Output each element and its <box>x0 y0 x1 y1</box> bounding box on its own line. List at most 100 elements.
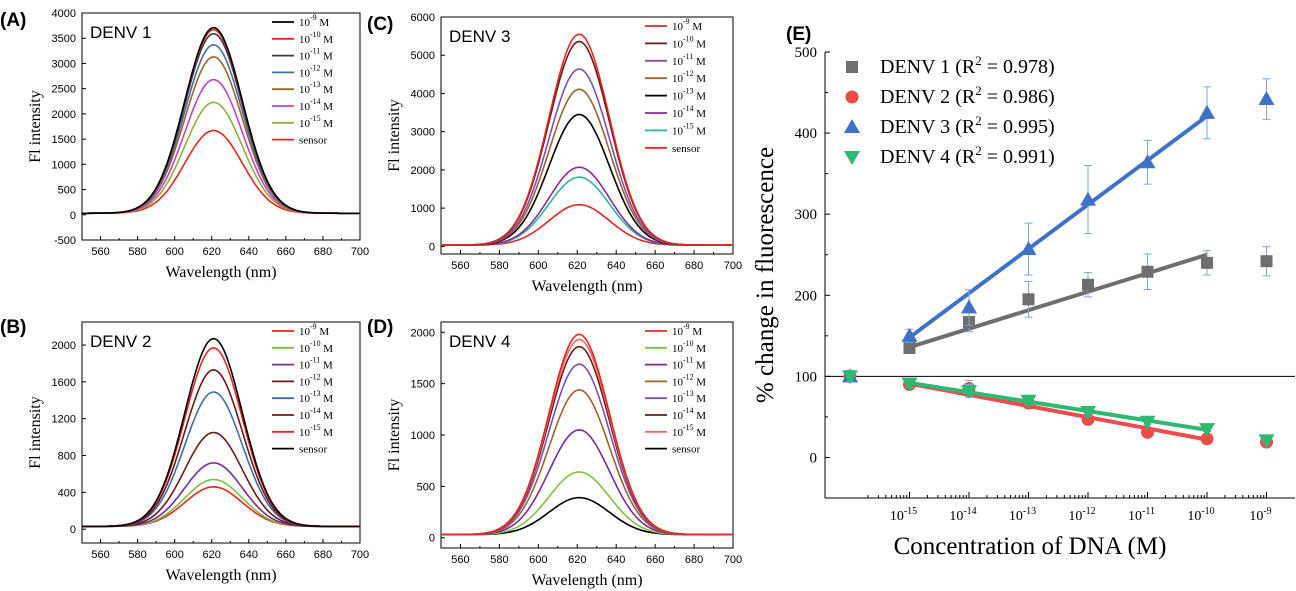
x-tick-label: 660 <box>646 260 664 272</box>
legend-entry-unit: M <box>321 427 334 439</box>
y-axis-label: Fl intensity <box>386 399 403 471</box>
x-tick-label-exp: -10 <box>1201 506 1214 517</box>
y-tick-label: 3000 <box>52 58 76 70</box>
fit-line <box>909 381 1208 442</box>
data-point <box>961 299 977 314</box>
legend-entry-exp: -13 <box>683 87 694 96</box>
data-point <box>842 370 858 385</box>
legend-entry-unit: M <box>694 343 707 355</box>
panel-letter: (C) <box>367 14 393 35</box>
x-tick-label: 10-9 <box>1249 506 1271 524</box>
x-tick-label: 580 <box>490 554 508 566</box>
data-point <box>844 119 860 133</box>
y-axis-label: Fl intensity <box>386 99 403 171</box>
legend-entry-unit: M <box>321 343 334 355</box>
legend-entry-unit: M <box>694 376 707 388</box>
y-tick-label: 2000 <box>411 165 435 177</box>
legend-entry: 10-12 M <box>299 372 333 388</box>
legend-entry: sensor <box>672 444 700 456</box>
spectrum-curve <box>441 333 733 536</box>
y-tick-label: 1500 <box>411 379 435 391</box>
legend-entry-base: 10 <box>299 67 311 79</box>
legend-r2-value: 0.991 <box>1003 146 1048 168</box>
spectrum-panel-4: 560 580 600 620 640 660 680 700 0 500 1000 1500 2000… <box>367 317 742 589</box>
spectrum-curve <box>441 176 733 246</box>
y-tick-label: 400 <box>58 487 76 499</box>
legend-entry: 10-12 M <box>672 69 706 85</box>
data-point <box>1080 191 1096 206</box>
y-tick-label: 1000 <box>411 430 435 442</box>
x-tick-label: 10-11 <box>1128 506 1155 524</box>
x-tick-label-base: 10 <box>949 509 963 524</box>
legend-r2-prefix: (R <box>950 56 976 78</box>
legend-entry: 10-11 M <box>672 356 706 372</box>
x-tick-label: 640 <box>607 260 625 272</box>
legend-entry-unit: M <box>690 326 703 338</box>
x-tick-label-exp: -9 <box>1263 506 1271 517</box>
legend-entry-unit: M <box>321 34 334 46</box>
curves <box>82 337 360 528</box>
legend-entry-unit: M <box>321 393 334 405</box>
x-tick-label: 700 <box>351 549 369 561</box>
x-tick-label: 10-15 <box>890 506 917 524</box>
legend-r2-value: 0.978 <box>1003 56 1048 78</box>
data-point <box>1082 278 1094 291</box>
y-tick-label: 200 <box>795 288 818 304</box>
x-tick-label: 580 <box>128 246 146 258</box>
y-tick-label: 300 <box>795 207 818 223</box>
data-point <box>1139 154 1156 169</box>
spectrum-curve <box>82 337 360 528</box>
y-tick-label: 100 <box>795 369 818 385</box>
legend-r2-prefix: (R <box>950 86 976 108</box>
y-tick-label: 1000 <box>411 203 435 215</box>
legend-r2-sup: 2 <box>975 113 982 128</box>
data-point <box>1020 394 1037 409</box>
legend-entry-unit: M <box>694 125 707 137</box>
x-tick-label: 620 <box>203 246 221 258</box>
legend-entry: 10-10 M <box>672 339 706 355</box>
x-tick-label: 560 <box>91 549 109 561</box>
fit-line <box>908 252 1208 350</box>
legend-entry-base: 10 <box>299 343 311 355</box>
legend-entry-unit: M <box>690 21 703 33</box>
data-point <box>846 61 858 73</box>
legend-entry-unit: M <box>321 84 334 96</box>
data-point <box>1141 265 1154 278</box>
legend-entry-unit: M <box>317 326 330 338</box>
legend-entry-base: sensor <box>299 135 327 147</box>
legend-r2-eq: = <box>982 146 1003 168</box>
x-tick-label-exp: -11 <box>1142 506 1155 517</box>
legend-entry: 10-15 M <box>299 114 333 130</box>
legend-entry-exp: -15 <box>310 423 321 432</box>
legend-entry-base: 10 <box>299 34 311 46</box>
series-4: DENV 4 (R2 = 0.991) <box>842 143 1275 449</box>
legend-entry-exp: -13 <box>683 389 694 398</box>
legend-entry-base: 10 <box>672 427 684 439</box>
x-tick-label: 600 <box>165 549 183 561</box>
series-3: DENV 3 (R2 = 0.995) <box>842 78 1275 383</box>
data-point <box>1258 434 1275 449</box>
x-tick-label-base: 10 <box>1128 509 1142 524</box>
legend-entry-exp: -9 <box>310 13 317 22</box>
legend-entry: DENV 4 (R2 = 0.991) <box>880 143 1055 168</box>
legend-entry-exp: -14 <box>683 104 694 113</box>
fit-line <box>909 380 1208 432</box>
y-tick-label: 400 <box>795 126 818 142</box>
data-point <box>901 377 918 392</box>
x-tick-label: 10-13 <box>1009 506 1036 524</box>
legend-r2-value: 0.995 <box>1003 116 1048 138</box>
x-tick-label: 10-12 <box>1068 506 1095 524</box>
data-point <box>845 90 859 104</box>
legend-entry-exp: -13 <box>310 389 321 398</box>
legend-entry-unit: M <box>693 360 706 372</box>
data-point <box>1022 293 1035 306</box>
data-point <box>1258 91 1275 106</box>
legend-r2-suffix: ) <box>1048 146 1055 168</box>
data-point <box>1199 423 1215 438</box>
x-tick-label: 600 <box>529 260 547 272</box>
legend-entry: sensor <box>299 135 327 147</box>
legend-r2-value: 0.986 <box>1003 86 1048 108</box>
spectrum-curve <box>441 33 733 246</box>
panel-letter: (D) <box>367 317 393 338</box>
